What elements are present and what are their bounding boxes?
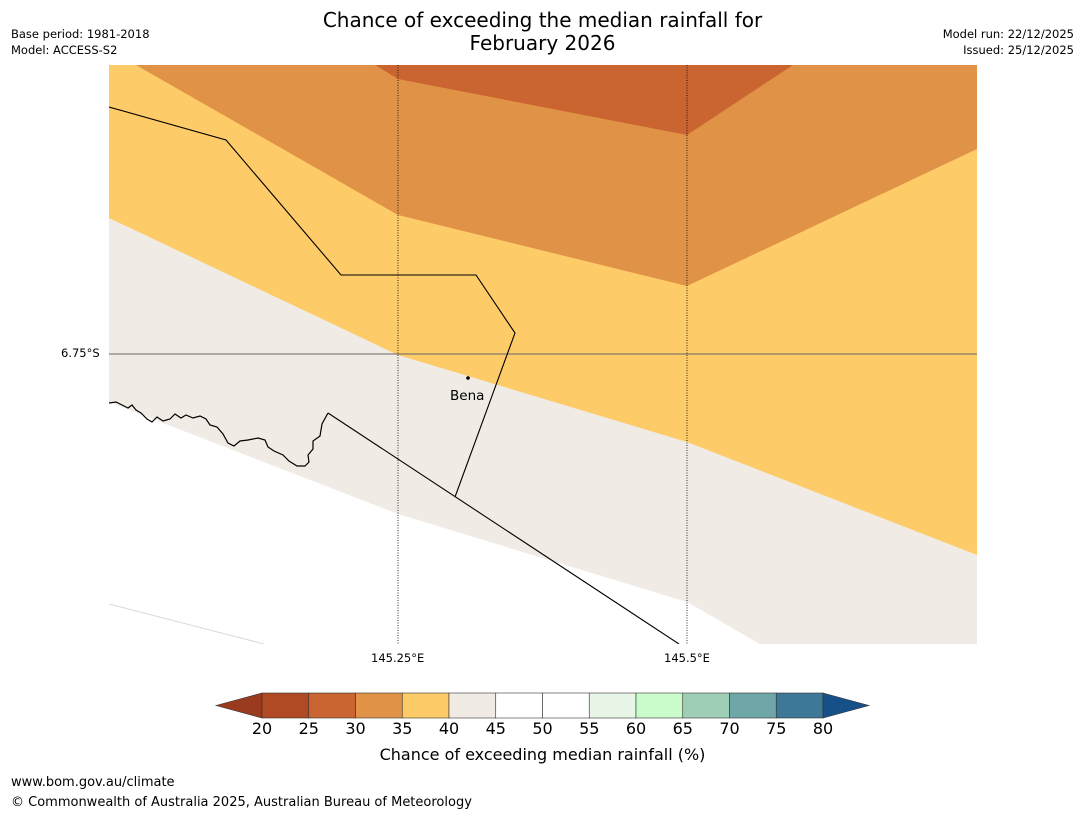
band-30-35 <box>136 65 977 286</box>
colorbar-tick-label: 60 <box>625 719 647 738</box>
colorbar-tick-label: 20 <box>251 719 273 738</box>
colorbar-tick-label: 70 <box>719 719 740 738</box>
colorbar <box>214 692 871 719</box>
bena-marker <box>466 376 470 380</box>
colorbar-tick-label: 45 <box>485 719 506 738</box>
colorbar-swatch <box>729 692 777 719</box>
colorbar-swatch <box>261 692 310 719</box>
base-period-text: Base period: 1981-2018 <box>11 27 150 41</box>
colorbar-swatch <box>495 692 543 719</box>
colorbar-tick-label: 65 <box>672 719 693 738</box>
footer-copyright: © Commonwealth of Australia 2025, Austra… <box>11 795 472 810</box>
colorbar-swatch <box>635 692 684 719</box>
colorbar-swatch <box>308 692 356 719</box>
colorbar-extend-low <box>214 692 263 719</box>
colorbar-title: Chance of exceeding median rainfall (%) <box>379 745 706 764</box>
colorbar-swatch <box>355 692 403 719</box>
footer-url: www.bom.gov.au/climate <box>11 775 175 790</box>
model-run-text: Model run: 22/12/2025 <box>942 27 1074 41</box>
issued-text: Issued: 25/12/2025 <box>963 43 1074 57</box>
latitude-label: 6.75°S <box>61 346 100 360</box>
colorbar-tick-label: 75 <box>766 719 787 738</box>
band-25-30 <box>375 65 793 135</box>
colorbar-swatch <box>401 692 450 719</box>
province-boundary-south <box>327 412 680 644</box>
colorbar-swatch <box>775 692 824 719</box>
colorbar-tick-label: 55 <box>579 719 600 738</box>
colorbar-tick-label: 50 <box>532 719 553 738</box>
colorbar-tick-label: 30 <box>345 719 366 738</box>
colorbar-swatch <box>588 692 637 719</box>
province-boundary <box>109 106 516 498</box>
colorbar-tick-label: 25 <box>298 719 319 738</box>
colorbar-swatch <box>448 692 497 719</box>
faint-contour-line <box>109 603 265 644</box>
colorbar-tick-label: 40 <box>438 719 460 738</box>
colorbar-extend-high <box>822 692 871 719</box>
model-text: Model: ACCESS-S2 <box>11 43 118 57</box>
bena-label: Bena <box>450 388 485 404</box>
map-title-line1: Chance of exceeding the median rainfall … <box>322 8 763 32</box>
map-title-line2: February 2026 <box>469 31 616 55</box>
colorbar-tick-label: 35 <box>392 719 413 738</box>
longitude-label-145-5: 145.5°E <box>664 651 710 665</box>
colorbar-tick-label: 80 <box>812 719 834 738</box>
longitude-label-145-25: 145.25°E <box>371 651 425 665</box>
colorbar-swatch <box>682 692 730 719</box>
coastline <box>109 401 329 467</box>
colorbar-swatch <box>542 692 590 719</box>
